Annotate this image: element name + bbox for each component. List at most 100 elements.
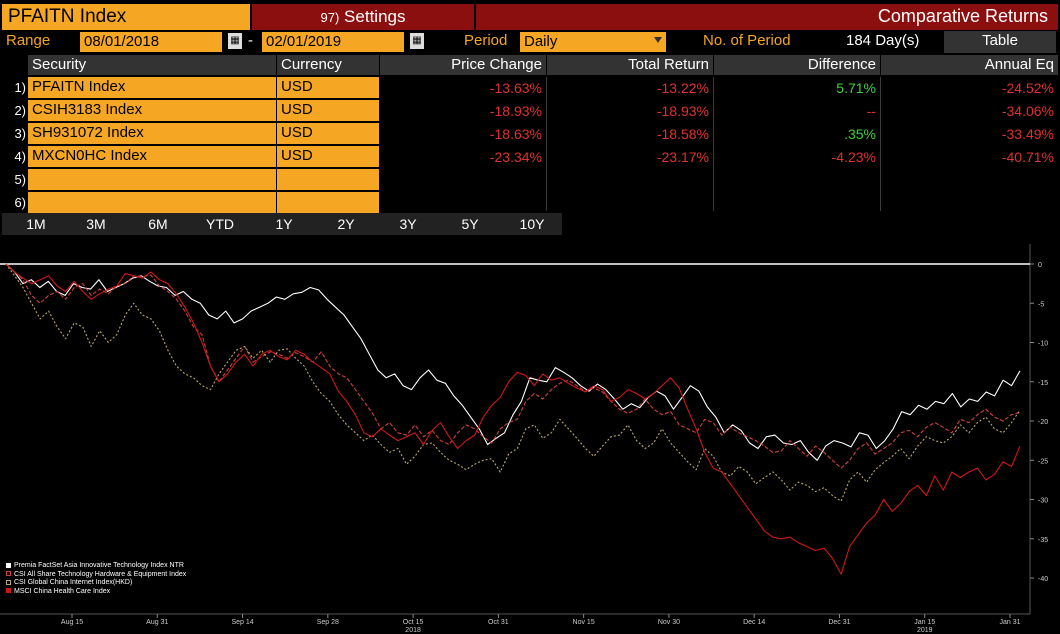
ticker-field[interactable]: PFAITN Index xyxy=(2,4,250,30)
chart-legend: Premia FactSet Asia Innovative Technolog… xyxy=(6,562,186,596)
legend-label: CSI All Share Technology Hardware & Equi… xyxy=(14,570,187,578)
series-line-2 xyxy=(5,263,1021,469)
row-number: 4) xyxy=(14,149,26,164)
security-cell[interactable]: CSIH3183 Index xyxy=(28,100,276,121)
legend-item: MSCI China Health Care Index xyxy=(6,588,186,597)
period-value: Daily xyxy=(524,33,558,50)
column-divider xyxy=(713,77,714,211)
row-number: 3) xyxy=(14,126,26,141)
col-security[interactable]: Security xyxy=(28,55,276,75)
plot-area xyxy=(6,244,1020,614)
start-date-field[interactable]: 08/01/2018 xyxy=(80,32,222,52)
total-return-value: -23.17% xyxy=(656,149,709,165)
y-tick-label: -40 xyxy=(1038,576,1048,583)
y-tick-label: -20 xyxy=(1038,419,1048,426)
legend-label: Premia FactSet Asia Innovative Technolog… xyxy=(14,562,184,569)
period-tab-2y[interactable]: 2Y xyxy=(337,216,355,232)
period-tab-1m[interactable]: 1M xyxy=(26,216,46,232)
row-number: 5) xyxy=(14,172,26,187)
legend-item: Premia FactSet Asia Innovative Technolog… xyxy=(6,562,186,571)
y-tick-label: -10 xyxy=(1038,341,1048,348)
x-year-label: 2018 xyxy=(405,627,421,634)
x-tick-label: Aug 15 xyxy=(61,619,83,626)
period-tab-bar xyxy=(2,213,562,235)
range-dash: - xyxy=(248,32,253,49)
col-price-change[interactable]: Price Change xyxy=(380,55,546,75)
num-period-value: 184 Day(s) xyxy=(846,32,920,49)
difference-value: 5.71% xyxy=(836,80,876,96)
security-cell[interactable] xyxy=(28,169,276,190)
y-tick-label: -25 xyxy=(1038,458,1048,465)
x-tick-label: Dec 31 xyxy=(828,619,850,626)
total-return-value: -18.93% xyxy=(656,103,709,119)
currency-cell[interactable] xyxy=(277,192,379,213)
x-tick-label: Aug 31 xyxy=(146,619,168,626)
col-currency[interactable]: Currency xyxy=(277,55,379,75)
col-difference[interactable]: Difference xyxy=(714,55,880,75)
legend-swatch xyxy=(6,588,11,594)
period-tab-ytd[interactable]: YTD xyxy=(206,216,234,232)
x-tick-label: Jan 15 xyxy=(914,619,935,626)
x-tick-label: Oct 31 xyxy=(488,619,509,626)
table-button[interactable]: Table xyxy=(944,31,1056,53)
period-tab-3m[interactable]: 3M xyxy=(86,216,106,232)
x-tick-label: Jan 31 xyxy=(999,619,1020,626)
x-year-label: 2019 xyxy=(917,627,933,634)
x-tick-label: Sep 28 xyxy=(317,619,339,626)
legend-swatch xyxy=(6,571,11,577)
legend-swatch xyxy=(6,579,11,585)
price-change-value: -18.63% xyxy=(489,126,542,142)
settings-button[interactable]: 97) Settings xyxy=(252,4,474,30)
col-total-return[interactable]: Total Return xyxy=(547,55,713,75)
security-cell[interactable]: PFAITN Index xyxy=(28,77,276,98)
start-calendar-icon[interactable]: ▦ xyxy=(228,33,242,49)
legend-label: CSI Global China Internet Index(HKD) xyxy=(14,579,133,586)
currency-cell[interactable]: USD xyxy=(277,77,379,98)
num-period-label: No. of Period xyxy=(703,32,791,49)
period-tab-3y[interactable]: 3Y xyxy=(399,216,417,232)
x-tick-label: Dec 14 xyxy=(743,619,765,626)
x-tick-label: Nov 30 xyxy=(658,619,680,626)
page-title: Comparative Returns xyxy=(476,4,1058,30)
series-line-4 xyxy=(5,263,1021,575)
x-tick-label: Sep 14 xyxy=(231,619,253,626)
currency-cell[interactable]: USD xyxy=(277,100,379,121)
row-number: 6) xyxy=(14,195,26,210)
end-date-field[interactable]: 02/01/2019 xyxy=(262,32,404,52)
settings-shortcut: 97) xyxy=(320,10,340,25)
security-cell[interactable] xyxy=(28,192,276,213)
legend-swatch xyxy=(6,562,11,568)
column-divider xyxy=(546,77,547,211)
series-line-1 xyxy=(5,263,1021,461)
col-annual-eq[interactable]: Annual Eq xyxy=(881,55,1058,75)
total-return-value: -18.58% xyxy=(656,126,709,142)
period-dropdown[interactable]: Daily xyxy=(520,32,666,52)
annual-eq-value: -34.06% xyxy=(1001,103,1054,119)
period-tab-5y[interactable]: 5Y xyxy=(461,216,479,232)
end-calendar-icon[interactable]: ▦ xyxy=(410,33,424,49)
x-tick-label: Oct 15 xyxy=(403,619,424,626)
chevron-down-icon xyxy=(654,37,662,43)
period-tab-10y[interactable]: 10Y xyxy=(519,216,545,232)
currency-cell[interactable]: USD xyxy=(277,146,379,167)
period-tab-1y[interactable]: 1Y xyxy=(275,216,293,232)
currency-cell[interactable] xyxy=(277,169,379,190)
annual-eq-value: -24.52% xyxy=(1001,80,1054,96)
y-tick-label: -5 xyxy=(1038,301,1044,308)
difference-value: .35% xyxy=(844,126,876,142)
legend-label: MSCI China Health Care Index xyxy=(14,587,111,595)
period-tab-6m[interactable]: 6M xyxy=(148,216,168,232)
price-change-value: -23.34% xyxy=(489,149,542,165)
column-divider xyxy=(880,77,881,211)
currency-cell[interactable]: USD xyxy=(277,123,379,144)
difference-value: -4.23% xyxy=(831,149,876,165)
y-tick-label: 0 xyxy=(1038,262,1042,269)
total-return-value: -13.22% xyxy=(656,80,709,96)
comparative-returns-chart: 0 -5 -10 -15 -20 -25 -30 -35 -40 Aug 15 Aug 31 Sep … xyxy=(0,244,1048,634)
series-line-3 xyxy=(5,263,1021,502)
price-change-value: -18.93% xyxy=(489,103,542,119)
security-cell[interactable]: MXCN0HC Index xyxy=(28,146,276,167)
row-number: 2) xyxy=(14,103,26,118)
security-cell[interactable]: SH931072 Index xyxy=(28,123,276,144)
row-number: 1) xyxy=(14,80,26,95)
